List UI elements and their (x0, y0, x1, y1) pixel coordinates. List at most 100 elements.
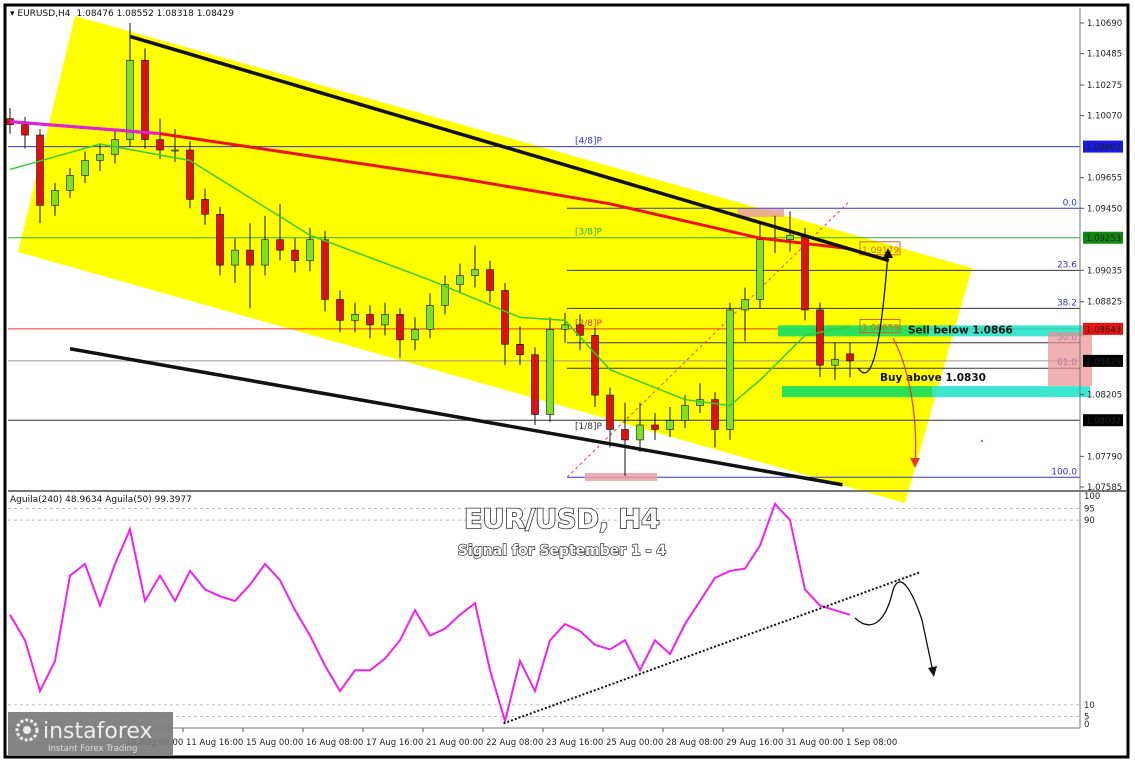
bear-candle[interactable] (216, 213, 224, 266)
bear-candle[interactable] (141, 60, 149, 140)
bull-candle[interactable] (126, 60, 134, 140)
x-tick-label: 28 Aug 08:00 (666, 738, 723, 748)
bear-candle[interactable] (276, 239, 284, 251)
bear-candle[interactable] (201, 199, 209, 215)
bear-candle[interactable] (36, 134, 44, 206)
bear-candle[interactable] (396, 314, 404, 341)
bull-candle[interactable] (471, 269, 479, 276)
bull-candle[interactable] (666, 420, 674, 430)
price-panel: [4/8]P[3/8]P[2/8]P[1/8]P0.023.638.250.06… (6, 16, 1092, 503)
collapse-triangle-icon[interactable]: ▾ (10, 9, 17, 19)
instaforex-logo: instaforex Instant Forex Trading (8, 712, 173, 755)
oscillator-arrow-annotation (854, 581, 934, 673)
bull-candle[interactable] (831, 358, 839, 366)
symbol-label: EURUSD,H4 (17, 9, 70, 19)
bear-candle[interactable] (516, 343, 524, 356)
arrowhead-up-icon (883, 248, 893, 258)
oscillator-tick-label: 10 (1084, 701, 1095, 711)
bear-candle[interactable] (606, 394, 614, 430)
bull-candle[interactable] (756, 239, 764, 300)
marker-dot (981, 440, 983, 442)
buy-zone (782, 386, 1090, 398)
bear-candle[interactable] (711, 399, 719, 430)
arrowhead-down-icon (910, 458, 920, 468)
bull-candle[interactable] (726, 309, 734, 430)
bear-candle[interactable] (531, 354, 539, 415)
bear-candle[interactable] (591, 335, 599, 396)
bull-candle[interactable] (261, 239, 269, 266)
y-tick-label: 1.09035 (1087, 266, 1122, 276)
murrey-level-label: [2/8]P (575, 319, 603, 329)
y-tick-label: 1.08825 (1087, 298, 1122, 308)
bear-candle[interactable] (621, 429, 629, 441)
bull-candle[interactable] (66, 175, 74, 191)
bull-candle[interactable] (786, 234, 794, 240)
bull-candle[interactable] (231, 249, 239, 266)
bear-candle[interactable] (501, 290, 509, 345)
bear-candle[interactable] (21, 124, 29, 136)
x-tick-label: 15 Aug 00:00 (246, 738, 303, 748)
x-tick-label: 21 Aug 00:00 (426, 738, 483, 748)
bear-candle[interactable] (366, 314, 374, 326)
bear-candle[interactable] (801, 234, 809, 311)
chart-header: ▾ EURUSD,H4 1.08476 1.08552 1.08318 1.084… (10, 9, 234, 19)
bear-candle[interactable] (651, 424, 659, 430)
ohlc-values: 1.08476 1.08552 1.08318 1.08429 (77, 9, 235, 19)
bull-candle[interactable] (81, 160, 89, 176)
resistance-box (738, 209, 784, 217)
x-tick-label: 16 Aug 08:00 (306, 738, 363, 748)
support-box (585, 473, 657, 481)
x-tick-label: 11 Aug 16:00 (186, 738, 243, 748)
y-tick-label: 1.10070 (1087, 112, 1122, 122)
bull-candle[interactable] (411, 329, 419, 341)
price-label-box (1083, 322, 1123, 335)
price-label: 1.08429 (1086, 357, 1121, 367)
price-label-box (1083, 414, 1123, 427)
bear-candle[interactable] (576, 324, 584, 336)
murrey-level-label: [4/8]P (575, 137, 603, 147)
bull-candle[interactable] (381, 314, 389, 326)
bear-candle[interactable] (186, 149, 194, 200)
bull-candle[interactable] (171, 149, 179, 152)
bear-candle[interactable] (336, 299, 344, 321)
oscillator-tick-label: 5 (1084, 712, 1089, 722)
y-tick-label: 1.09655 (1087, 174, 1122, 184)
gear-icon (15, 718, 39, 742)
fib-level-label: 23.6 (1057, 260, 1077, 270)
bear-candle[interactable] (156, 139, 164, 151)
price-label: 1.09863 (1086, 143, 1121, 153)
bull-candle[interactable] (351, 314, 359, 321)
bull-candle[interactable] (306, 239, 314, 261)
channel-upper-line[interactable] (129, 34, 890, 263)
bull-candle[interactable] (96, 154, 104, 161)
murrey-level-label: [3/8]P (575, 228, 603, 238)
bull-candle[interactable] (546, 329, 554, 415)
channel-lower-line[interactable] (69, 347, 843, 487)
bull-candle[interactable] (51, 190, 59, 206)
x-tick-label: 22 Aug 08:00 (486, 738, 543, 748)
bear-candle[interactable] (486, 269, 494, 291)
price-label-box (1083, 231, 1123, 244)
fib-level-label: 38.2 (1057, 298, 1077, 308)
oscillator-tick-label: 90 (1084, 516, 1095, 526)
bull-candle[interactable] (681, 405, 689, 421)
bull-candle[interactable] (441, 284, 449, 306)
bull-candle[interactable] (561, 324, 569, 330)
up-arrow-annotation (857, 251, 889, 374)
sell-zone (778, 325, 1085, 337)
y-tick-label: 1.08205 (1087, 390, 1122, 400)
bull-candle[interactable] (741, 299, 749, 311)
bear-candle[interactable] (846, 353, 854, 362)
x-tick-label: 25 Aug 00:00 (606, 738, 663, 748)
bull-candle[interactable] (636, 424, 644, 441)
bear-candle[interactable] (321, 239, 329, 300)
bear-candle[interactable] (246, 249, 254, 266)
svg-text:instaforex: instaforex (43, 719, 153, 744)
ma-slow_label-box (859, 241, 901, 256)
bear-candle[interactable] (291, 249, 299, 261)
bear-candle[interactable] (816, 309, 824, 366)
oscillator-trendline[interactable] (503, 571, 921, 725)
bull-candle[interactable] (456, 275, 464, 285)
bull-candle[interactable] (426, 305, 434, 330)
fib-level-label: 100.0 (1051, 467, 1077, 477)
